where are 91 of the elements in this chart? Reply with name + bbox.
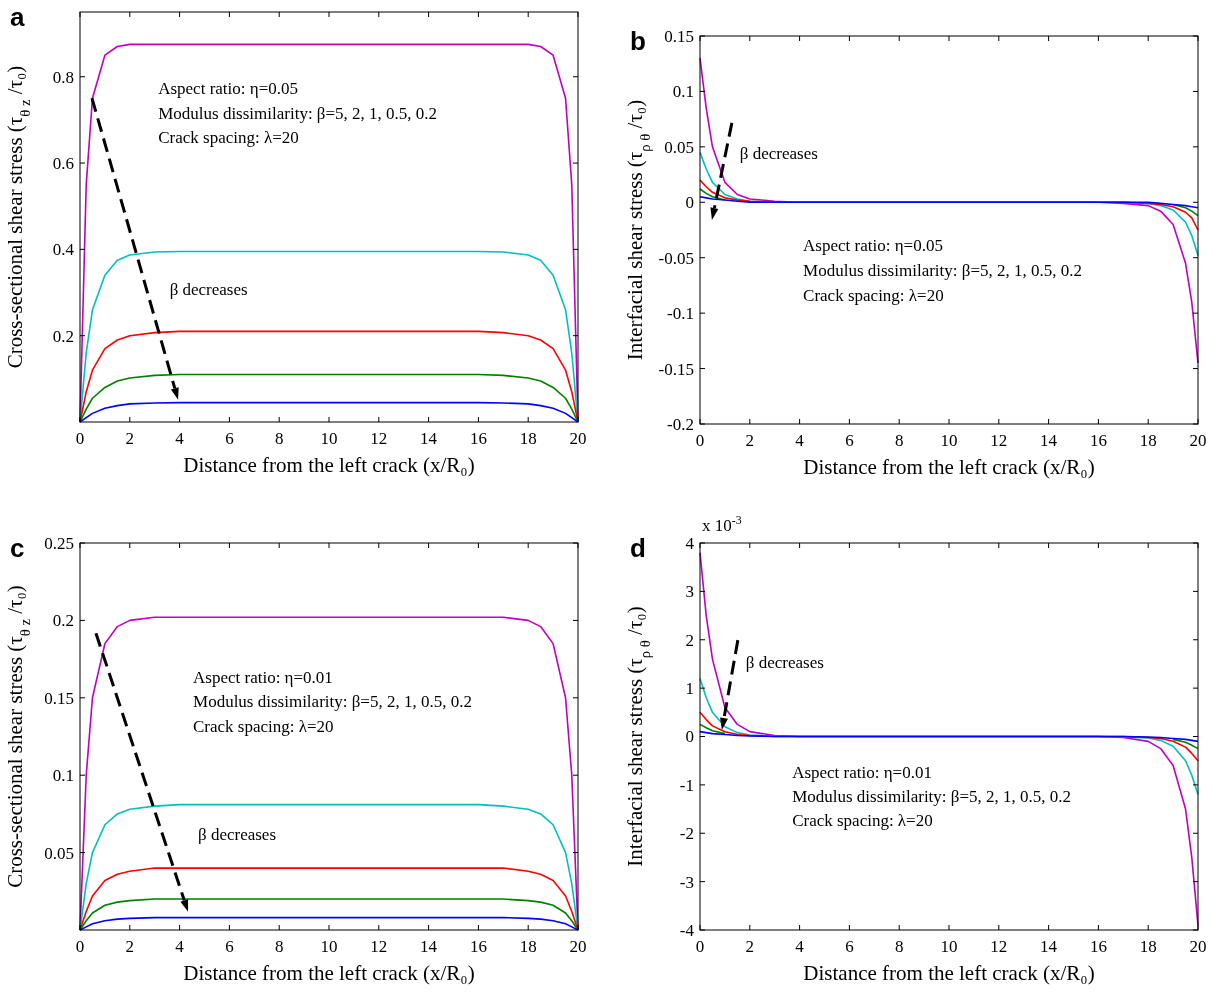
y-tick-label: -1: [679, 775, 694, 795]
x-tick-label: 8: [894, 937, 904, 956]
x-tick-label: 14: [1040, 431, 1058, 450]
x-tick-label: 8: [894, 431, 904, 450]
x-tick-label: 8: [274, 937, 284, 956]
x-tick-label: 6: [845, 431, 854, 450]
x-tick-label: 18: [1139, 937, 1157, 956]
y-tick-label: 0.2: [52, 611, 74, 631]
annotation: Modulus dissimilarity: β=5, 2, 1, 0.5, 0.2: [158, 103, 438, 123]
annotation: Crack spacing: λ=20: [792, 810, 933, 830]
y-tick-label: 0.1: [52, 766, 74, 786]
x-tick-label: 4: [795, 431, 805, 450]
chart-title: d: [630, 533, 646, 563]
annotation: Modulus dissimilarity: β=5, 2, 1, 0.5, 0.2: [792, 786, 1072, 806]
annotation: Aspect ratio: η=0.05: [803, 235, 943, 255]
x-tick-label: 18: [519, 429, 537, 448]
x-tick-label: 12: [370, 937, 388, 956]
y-tick-label: 0.15: [44, 688, 74, 708]
x-tick-label: 10: [940, 937, 958, 956]
chart-title: b: [630, 26, 646, 56]
x-tick-label: 16: [1089, 937, 1107, 956]
x-tick-label: 12: [370, 429, 388, 448]
text: x 10$^{-3}$: [701, 513, 742, 536]
y-tick-label: 1: [685, 679, 694, 699]
y-tick-label: -2: [679, 824, 694, 844]
annotation: β decreases: [198, 824, 277, 844]
annotation: Aspect ratio: η=0.05: [158, 79, 298, 98]
x-tick-label: 2: [745, 431, 755, 450]
x-tick-label: 10: [320, 429, 338, 448]
y-tick-label: -0.2: [667, 414, 694, 434]
y-tick-label: -4: [679, 920, 695, 940]
y-tick-label: -0.1: [667, 304, 694, 324]
annotation: Aspect ratio: η=0.01: [792, 762, 932, 782]
x-tick-label: 12: [990, 937, 1008, 956]
x-tick-label: 4: [175, 937, 185, 956]
y-tick-label: -0.05: [658, 248, 694, 268]
y-tick-label: 0.05: [664, 137, 694, 157]
y-tick-label: 0.6: [52, 154, 74, 173]
y-tick-label: 4: [685, 533, 695, 553]
x-tick-label: 16: [469, 429, 487, 448]
x-tick-label: 10: [320, 937, 338, 956]
x-tick-label: 14: [420, 937, 438, 956]
annotation: β decreases: [745, 653, 824, 672]
x-tick-label: 6: [225, 429, 234, 448]
x-tick-label: 20: [569, 937, 587, 956]
y-tick-label: 0.8: [52, 67, 74, 87]
annotation: β decreases: [169, 279, 248, 299]
x-axis-title: Distance from the left crack (x/R₀): [803, 455, 1095, 479]
annotation: β decreases: [739, 144, 818, 163]
annotation: Crack spacing: λ=20: [158, 128, 299, 148]
x-tick-label: 2: [745, 937, 755, 956]
annotation: Modulus dissimilarity: β=5, 2, 1, 0.5, 0.2: [803, 261, 1083, 281]
chart-title: a: [10, 2, 25, 32]
annotation: Aspect ratio: η=0.01: [193, 668, 333, 688]
x-tick-label: 14: [420, 429, 438, 448]
x-axis-title: Distance from the left crack (x/R₀): [183, 453, 475, 477]
x-tick-label: 20: [569, 429, 587, 448]
y-tick-label: 0.25: [44, 533, 74, 553]
y-tick-label: 3: [685, 582, 694, 602]
y-tick-label: 0: [685, 727, 694, 747]
x-tick-label: 4: [175, 429, 185, 448]
y-tick-label: 0.1: [672, 82, 694, 102]
y-tick-label: 0: [685, 193, 694, 213]
x-tick-label: 14: [1040, 937, 1058, 956]
x-axis-title: Distance from the left crack (x/R₀): [183, 961, 475, 985]
annotation: Crack spacing: λ=20: [193, 716, 334, 736]
x-tick-label: 10: [940, 431, 958, 450]
x-tick-label: 12: [990, 431, 1008, 450]
x-tick-label: 18: [1139, 431, 1157, 450]
x-tick-label: 18: [519, 937, 537, 956]
x-tick-label: 2: [125, 429, 135, 448]
annotation: Crack spacing: λ=20: [803, 286, 944, 305]
y-tick-label: -3: [679, 872, 694, 892]
y-tick-label: 0.2: [52, 326, 74, 346]
x-tick-label: 2: [125, 937, 135, 956]
x-axis-title: Distance from the left crack (x/R₀): [803, 961, 1095, 985]
y-tick-label: 0.05: [44, 843, 74, 863]
y-tick-label: 0.15: [664, 26, 694, 46]
x-tick-label: 8: [274, 429, 284, 448]
x-tick-label: 20: [1189, 431, 1207, 450]
x-tick-label: 16: [469, 937, 487, 956]
y-tick-label: 0.4: [52, 240, 75, 260]
x-tick-label: 16: [1089, 431, 1107, 450]
chart-title: c: [10, 533, 25, 563]
x-tick-label: 20: [1189, 937, 1207, 956]
annotation: Modulus dissimilarity: β=5, 2, 1, 0.5, 0.2: [193, 692, 472, 712]
y-tick-label: 2: [685, 630, 694, 650]
y-tick-label: -0.15: [658, 359, 694, 379]
x-tick-label: 6: [845, 937, 854, 956]
x-tick-label: 4: [795, 937, 805, 956]
x-tick-label: 6: [225, 937, 234, 956]
